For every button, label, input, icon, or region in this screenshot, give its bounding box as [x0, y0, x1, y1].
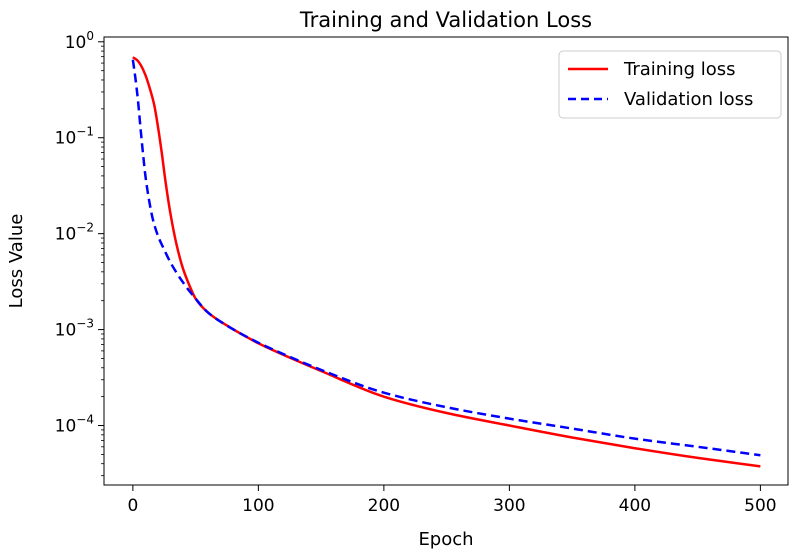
x-tick-label: 400 [619, 496, 651, 516]
plot-lines [131, 56, 761, 468]
y-tick-label: 10−3 [55, 317, 94, 341]
validation-loss-line [131, 59, 761, 457]
legend-label-validation: Validation loss [624, 89, 753, 110]
x-tick-label: 100 [242, 496, 274, 516]
y-axis-label: Loss Value [6, 214, 27, 309]
x-tick-label: 500 [744, 496, 776, 516]
legend-box [558, 50, 782, 119]
chart-title: Training and Validation Loss [299, 8, 592, 32]
legend: Training loss Validation loss [558, 50, 782, 119]
x-tick-label: 200 [368, 496, 400, 516]
legend-label-training: Training loss [623, 59, 736, 80]
y-tick-label: 10−4 [55, 413, 94, 437]
y-tick-label: 10−1 [55, 125, 94, 149]
x-tick-label: 300 [493, 496, 525, 516]
y-tick-label: 10−2 [55, 221, 94, 245]
x-tick-label: 0 [127, 496, 138, 516]
x-axis: 0 100 200 300 400 500 [127, 485, 777, 516]
y-tick-label: 100 [65, 29, 94, 53]
plot-frame [103, 36, 789, 486]
y-axis: 100 10−1 10−2 10−3 10−4 [55, 29, 104, 477]
x-axis-label: Epoch [418, 529, 473, 550]
